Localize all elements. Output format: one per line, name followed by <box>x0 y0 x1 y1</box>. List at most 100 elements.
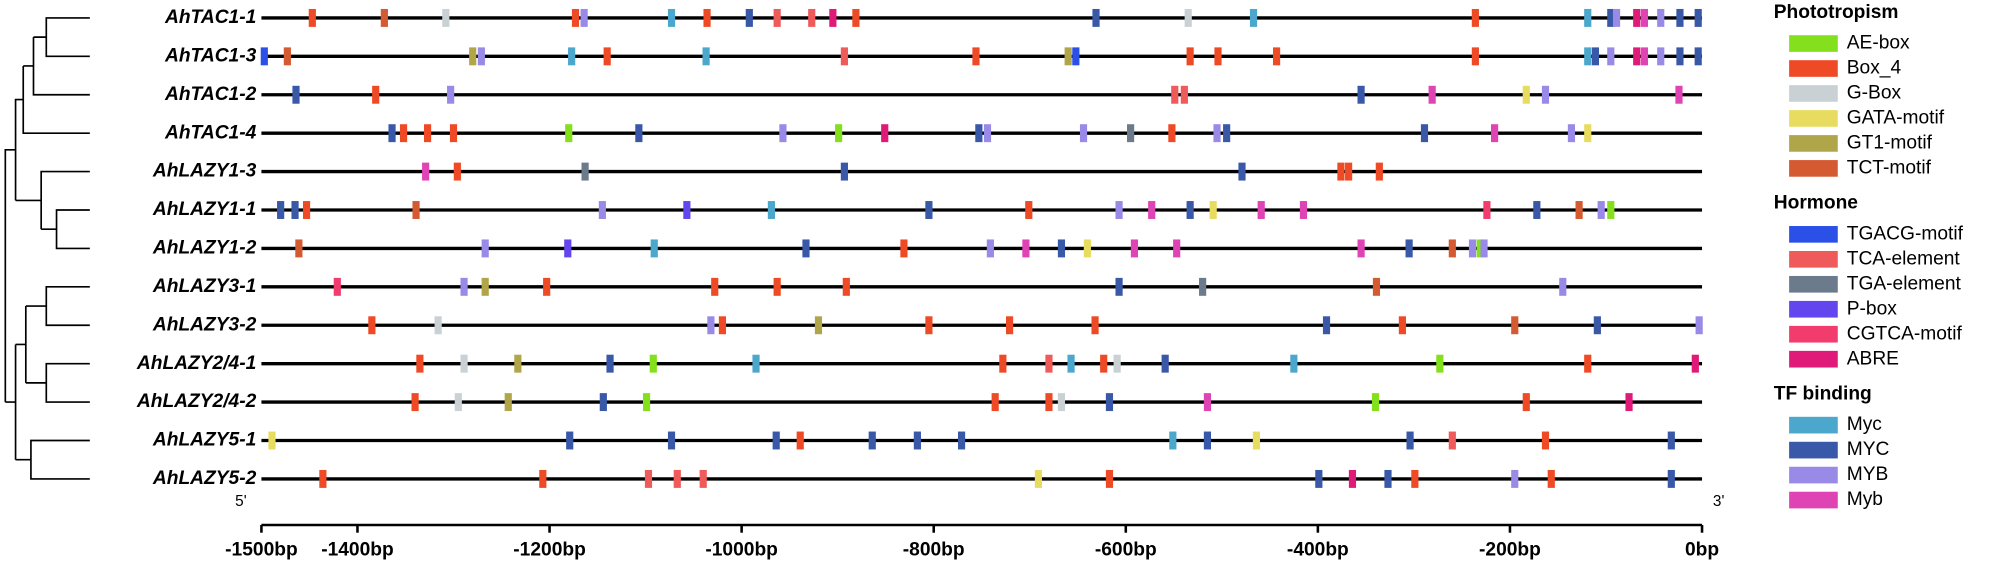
motif-mark <box>1584 354 1592 373</box>
motif-mark <box>1348 469 1357 488</box>
motif-mark <box>399 124 408 143</box>
legend-swatch <box>1789 300 1838 318</box>
motif-mark <box>1100 354 1108 373</box>
legend-label: TGA-element <box>1847 273 1962 294</box>
motif-mark <box>434 316 442 335</box>
motif-mark <box>1511 316 1519 335</box>
motif-mark <box>1584 124 1592 143</box>
legend-label: Myc <box>1847 414 1883 435</box>
legend-swatch <box>1789 441 1838 459</box>
motif-mark <box>642 393 651 412</box>
motif-mark <box>1199 277 1207 296</box>
motif-mark <box>1491 124 1499 143</box>
motif-mark <box>1657 47 1665 66</box>
motif-mark <box>1471 8 1479 27</box>
motif-mark <box>1272 47 1281 66</box>
motif-mark <box>1148 201 1156 219</box>
motif-mark <box>1223 124 1231 143</box>
motif-mark <box>598 201 606 219</box>
motif-mark <box>1180 85 1188 104</box>
motif-mark <box>1483 201 1491 219</box>
motif-mark <box>412 201 420 219</box>
legend-swatch <box>1789 110 1838 127</box>
motif-mark <box>1541 85 1550 104</box>
motif-mark <box>449 124 458 143</box>
legend-swatch <box>1789 275 1838 293</box>
x-tick-label: 0bp <box>1685 540 1719 561</box>
motif-mark <box>1290 354 1298 373</box>
motif-mark <box>650 239 658 258</box>
motif-mark <box>372 85 380 104</box>
motif-mark <box>1372 277 1381 296</box>
legend-label: MYC <box>1847 439 1890 460</box>
motif-mark <box>1584 8 1592 27</box>
motif-mark <box>1186 201 1194 219</box>
x-tick-label: -800bp <box>903 540 965 561</box>
legend-label: Box_4 <box>1847 58 1902 79</box>
motif-mark <box>599 393 607 412</box>
motif-mark <box>1691 354 1699 373</box>
motif-mark <box>368 316 376 335</box>
motif-mark <box>991 393 999 412</box>
motif-mark <box>983 124 992 143</box>
motif-mark <box>564 239 572 258</box>
motif-mark <box>796 431 804 450</box>
x-tick-label: -200bp <box>1479 540 1541 561</box>
motif-mark <box>1420 124 1429 143</box>
motif-mark <box>829 8 837 27</box>
motif-mark <box>1169 431 1177 450</box>
motif-mark <box>644 469 653 488</box>
motif-mark <box>1448 431 1456 450</box>
legend-swatch <box>1789 85 1838 102</box>
motif-mark <box>957 431 966 450</box>
motif-mark <box>868 431 876 450</box>
motif-mark <box>1371 393 1380 412</box>
motif-mark <box>504 393 512 412</box>
motif-mark <box>1203 431 1212 450</box>
gene-label: AhLAZY3-2 <box>152 314 257 335</box>
motif-mark <box>606 354 614 373</box>
motif-mark <box>1299 201 1308 219</box>
motif-mark <box>1337 162 1345 181</box>
motif-mark <box>277 201 285 219</box>
motif-mark <box>1034 469 1042 488</box>
motif-mark <box>1559 277 1567 296</box>
legend-label: ABRE <box>1847 348 1899 369</box>
motif-mark <box>1105 469 1114 488</box>
motif-mark <box>1468 239 1477 258</box>
motif-mark <box>1533 201 1541 219</box>
motif-mark <box>1575 201 1583 219</box>
legend-title: TF binding <box>1774 383 1872 404</box>
motif-mark <box>999 354 1007 373</box>
motif-mark <box>1676 47 1684 66</box>
motif-mark <box>1607 47 1615 66</box>
gene-label: AhTAC1-2 <box>164 84 257 105</box>
motif-mark <box>1667 431 1675 450</box>
motif-mark <box>683 201 691 219</box>
legend-swatch <box>1789 160 1838 177</box>
legend-label: CGTCA-motif <box>1847 323 1963 344</box>
five-prime-label: 5' <box>235 493 247 510</box>
motif-mark <box>925 201 933 219</box>
motif-mark <box>1640 8 1648 27</box>
motif-mark <box>1168 124 1176 143</box>
legend-label: Myb <box>1847 489 1883 510</box>
motif-mark <box>581 162 589 181</box>
motif-mark <box>260 47 268 66</box>
legend-label: TCT-motif <box>1847 157 1932 178</box>
legend-label: AE-box <box>1847 33 1910 54</box>
motif-mark <box>1567 124 1576 143</box>
motif-mark <box>699 469 707 488</box>
motif-mark <box>1625 393 1633 412</box>
motif-mark <box>460 354 468 373</box>
gene-label: AhLAZY1-1 <box>152 199 256 220</box>
motif-mark <box>1428 85 1436 104</box>
motif-mark <box>808 8 816 27</box>
motif-mark <box>1345 162 1353 181</box>
motif-mark <box>1471 47 1479 66</box>
legend-swatch <box>1789 350 1838 368</box>
legend-swatch <box>1789 135 1838 152</box>
motif-mark <box>539 469 547 488</box>
motif-mark <box>1411 469 1419 488</box>
motif-mark <box>1406 431 1414 450</box>
